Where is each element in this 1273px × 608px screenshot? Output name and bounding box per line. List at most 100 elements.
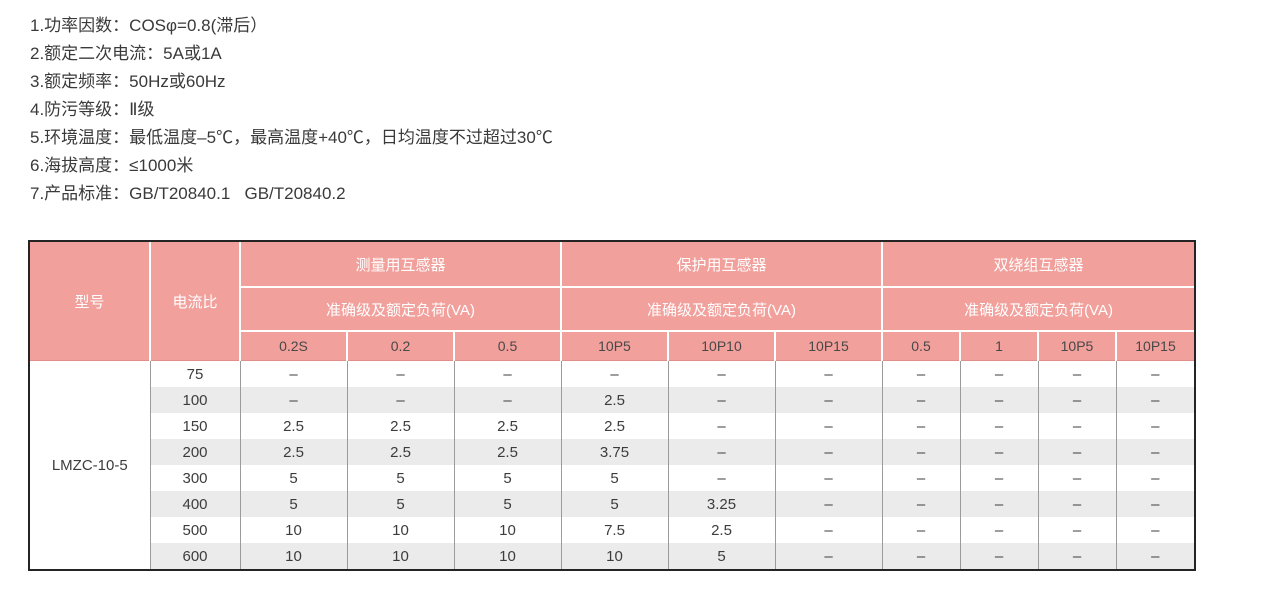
header-class: 10P5 — [1038, 331, 1117, 361]
spec-line-product-standard: 7.产品标准：GB/T20840.1 GB/T20840.2 — [30, 184, 346, 203]
table-cell: – — [668, 439, 776, 465]
ratio-cell: 600 — [150, 543, 241, 569]
table-cell: – — [882, 517, 961, 543]
table-cell: – — [1116, 387, 1195, 413]
header-class: 10P15 — [1116, 331, 1195, 361]
header-class: 1 — [960, 331, 1039, 361]
table-cell: 7.5 — [561, 517, 669, 543]
table-cell: – — [1038, 543, 1117, 569]
table-cell: 2.5 — [347, 413, 455, 439]
ratio-cell: 500 — [150, 517, 241, 543]
table-cell: 5 — [561, 491, 669, 517]
header-ratio: 电流比 — [150, 242, 241, 361]
table-cell: – — [1038, 360, 1117, 387]
table-cell: 2.5 — [668, 517, 776, 543]
table-cell: 3.25 — [668, 491, 776, 517]
table-cell: – — [775, 491, 883, 517]
spec-line-pollution-class: 4.防污等级：Ⅱ级 — [30, 100, 155, 119]
table-cell: 2.5 — [240, 439, 348, 465]
header-row-classes: 0.2S 0.2 0.5 10P5 10P10 10P15 0.5 1 10P5… — [30, 331, 1195, 361]
table-row: LMZC-10-5 75 – – – – – – – – – – — [30, 360, 1195, 569]
table-cell: – — [1038, 387, 1117, 413]
table-cell: – — [347, 360, 455, 387]
spec-table: 型号 电流比 测量用互感器 保护用互感器 双绕组互感器 准确级及额定负荷(VA)… — [28, 240, 1196, 571]
table-cell: 10 — [561, 543, 669, 569]
table-cell: – — [960, 360, 1039, 387]
model-cell: LMZC-10-5 — [30, 360, 151, 569]
table-cell: – — [240, 387, 348, 413]
spec-line-rated-frequency: 3.额定频率：50Hz或60Hz — [30, 72, 226, 91]
header-sub-dual-winding: 准确级及额定负荷(VA) — [882, 287, 1195, 332]
header-class: 10P10 — [668, 331, 776, 361]
table-cell: – — [882, 465, 961, 491]
ratio-cell: 75 — [150, 360, 241, 387]
table-cell: – — [775, 360, 883, 387]
table-body: LMZC-10-5 75 – – – – – – – – – – 100 – –… — [30, 360, 1195, 569]
table-cell: – — [347, 387, 455, 413]
table-cell: – — [1038, 413, 1117, 439]
header-class: 0.2S — [240, 331, 348, 361]
table-cell: – — [775, 543, 883, 569]
table-cell: – — [960, 491, 1039, 517]
table-cell: 10 — [347, 517, 455, 543]
table-cell: – — [775, 439, 883, 465]
table-cell: – — [882, 543, 961, 569]
spec-line-secondary-current: 2.额定二次电流：5A或1A — [30, 44, 222, 63]
header-model: 型号 — [30, 242, 151, 361]
transformer-spec-table: 型号 电流比 测量用互感器 保护用互感器 双绕组互感器 准确级及额定负荷(VA)… — [30, 242, 1195, 569]
table-cell: – — [1116, 413, 1195, 439]
table-cell: 10 — [240, 543, 348, 569]
table-cell: – — [668, 465, 776, 491]
ratio-cell: 300 — [150, 465, 241, 491]
table-cell: 5 — [347, 491, 455, 517]
table-cell: 5 — [240, 491, 348, 517]
table-cell: 2.5 — [561, 413, 669, 439]
table-row: 300 5 5 5 5 – – – – – – — [30, 465, 1195, 491]
table-cell: – — [882, 360, 961, 387]
table-cell: – — [1116, 491, 1195, 517]
table-cell: – — [454, 387, 562, 413]
spec-line-power-factor: 1.功率因数：COSφ=0.8(滞后） — [30, 16, 268, 35]
ratio-cell: 200 — [150, 439, 241, 465]
table-cell: – — [960, 465, 1039, 491]
table-cell: 5 — [347, 465, 455, 491]
table-cell: 5 — [454, 465, 562, 491]
table-cell: – — [668, 387, 776, 413]
table-cell: – — [882, 439, 961, 465]
table-cell: – — [1038, 491, 1117, 517]
table-cell: 10 — [240, 517, 348, 543]
spec-line-altitude: 6.海拔高度：≤1000米 — [30, 156, 194, 175]
table-cell: – — [775, 413, 883, 439]
table-cell: – — [960, 413, 1039, 439]
table-cell: 2.5 — [454, 439, 562, 465]
table-header: 型号 电流比 测量用互感器 保护用互感器 双绕组互感器 准确级及额定负荷(VA)… — [30, 242, 1195, 361]
table-cell: 5 — [561, 465, 669, 491]
table-cell: – — [775, 387, 883, 413]
table-cell: – — [668, 360, 776, 387]
header-row-sublabels: 准确级及额定负荷(VA) 准确级及额定负荷(VA) 准确级及额定负荷(VA) — [30, 287, 1195, 332]
header-group-protection: 保护用互感器 — [561, 242, 883, 288]
header-group-measuring: 测量用互感器 — [240, 242, 562, 288]
table-cell: – — [1116, 543, 1195, 569]
ratio-cell: 150 — [150, 413, 241, 439]
table-cell: – — [668, 413, 776, 439]
table-cell: – — [775, 517, 883, 543]
table-cell: – — [1116, 465, 1195, 491]
table-cell: – — [454, 360, 562, 387]
header-class: 0.5 — [454, 331, 562, 361]
table-cell: – — [960, 387, 1039, 413]
spec-list: 1.功率因数：COSφ=0.8(滞后） 2.额定二次电流：5A或1A 3.额定频… — [30, 12, 553, 208]
table-cell: 5 — [240, 465, 348, 491]
table-row: 600 10 10 10 10 5 – – – – – — [30, 543, 1195, 569]
table-cell: – — [1038, 439, 1117, 465]
table-row: 500 10 10 10 7.5 2.5 – – – – – — [30, 517, 1195, 543]
header-class: 0.5 — [882, 331, 961, 361]
table-cell: 2.5 — [454, 413, 562, 439]
table-cell: – — [1116, 360, 1195, 387]
table-cell: – — [240, 360, 348, 387]
ratio-cell: 100 — [150, 387, 241, 413]
spec-line-ambient-temp: 5.环境温度：最低温度–5℃，最高温度+40℃，日均温度不过超过30℃ — [30, 128, 553, 147]
header-sub-measuring: 准确级及额定负荷(VA) — [240, 287, 562, 332]
table-cell: – — [1038, 465, 1117, 491]
table-cell: – — [882, 491, 961, 517]
